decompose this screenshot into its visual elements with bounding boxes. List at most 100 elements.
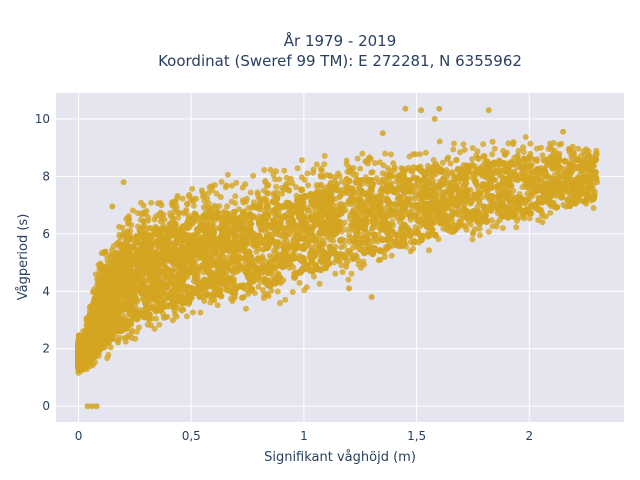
- data-point: [545, 146, 552, 152]
- data-point: [301, 242, 309, 250]
- data-point: [104, 257, 111, 264]
- data-point: [476, 232, 483, 239]
- data-point: [232, 193, 239, 200]
- data-point: [535, 194, 542, 201]
- data-point: [282, 296, 289, 303]
- data-point: [587, 184, 595, 192]
- data-point: [410, 245, 416, 252]
- data-point: [119, 278, 127, 286]
- data-point: [232, 200, 239, 207]
- data-point: [462, 174, 470, 182]
- data-point: [206, 255, 214, 263]
- data-point: [143, 261, 151, 269]
- data-point: [306, 207, 313, 214]
- data-point: [148, 199, 155, 206]
- data-point: [85, 324, 93, 332]
- data-point: [434, 164, 442, 172]
- data-point: [346, 248, 353, 255]
- data-point: [455, 221, 462, 229]
- data-point: [360, 258, 367, 265]
- data-point: [436, 138, 443, 145]
- data-point: [139, 225, 146, 232]
- data-point: [407, 187, 415, 195]
- data-point: [519, 207, 527, 215]
- data-point: [541, 197, 549, 205]
- data-point: [260, 236, 268, 244]
- data-point: [268, 287, 275, 294]
- data-point: [377, 220, 385, 228]
- data-point: [130, 313, 138, 321]
- data-point: [121, 304, 128, 312]
- data-point: [281, 167, 288, 174]
- data-point: [271, 276, 279, 284]
- data-point: [399, 232, 406, 240]
- data-point: [254, 189, 261, 196]
- data-point: [278, 224, 286, 232]
- data-point: [364, 197, 372, 205]
- data-point: [283, 199, 291, 207]
- data-point: [378, 236, 386, 244]
- data-point: [349, 254, 357, 262]
- data-point: [520, 164, 528, 171]
- data-point: [266, 281, 274, 289]
- data-point: [384, 196, 391, 204]
- data-point: [433, 192, 440, 198]
- data-point: [201, 192, 208, 199]
- data-point: [460, 141, 467, 148]
- data-point: [285, 259, 293, 267]
- data-point: [292, 270, 300, 278]
- data-point: [384, 243, 392, 251]
- data-point: [552, 203, 560, 211]
- data-point: [184, 313, 190, 320]
- data-point: [163, 226, 171, 234]
- data-point: [185, 238, 193, 246]
- data-point: [305, 182, 311, 189]
- data-point: [181, 253, 189, 261]
- data-point: [230, 208, 238, 216]
- data-point: [449, 209, 457, 217]
- data-point: [540, 191, 548, 199]
- data-point: [495, 157, 503, 165]
- data-point: [128, 304, 135, 312]
- data-point: [120, 265, 128, 273]
- data-point: [313, 161, 320, 168]
- data-point: [450, 146, 457, 153]
- data-point: [96, 278, 104, 286]
- data-point: [172, 238, 180, 246]
- data-point: [463, 192, 470, 200]
- data-point: [161, 239, 169, 247]
- data-point: [233, 179, 240, 186]
- data-point: [512, 172, 520, 180]
- data-point: [348, 227, 355, 234]
- data-point: [426, 247, 432, 254]
- data-point: [461, 146, 468, 153]
- data-point: [98, 302, 106, 310]
- data-point: [332, 222, 340, 230]
- data-point: [114, 339, 121, 346]
- data-point: [115, 287, 123, 295]
- data-point: [367, 177, 375, 184]
- data-point: [571, 152, 577, 159]
- data-point: [128, 222, 135, 229]
- data-point: [179, 276, 187, 284]
- data-point: [394, 185, 402, 192]
- data-point: [239, 246, 247, 254]
- data-point: [440, 175, 448, 183]
- data-point: [414, 185, 421, 191]
- data-point: [92, 359, 99, 366]
- data-point: [189, 232, 197, 240]
- data-point: [406, 153, 413, 160]
- data-point: [271, 206, 279, 214]
- data-point: [418, 194, 426, 202]
- data-point: [369, 202, 377, 210]
- data-point: [266, 268, 274, 276]
- data-point: [338, 262, 345, 269]
- data-point: [125, 270, 133, 278]
- data-point: [578, 175, 586, 183]
- data-point: [331, 174, 338, 180]
- data-point: [174, 192, 181, 199]
- data-point: [224, 277, 232, 285]
- data-point: [164, 273, 172, 281]
- data-point: [533, 145, 540, 152]
- data-point: [288, 210, 296, 218]
